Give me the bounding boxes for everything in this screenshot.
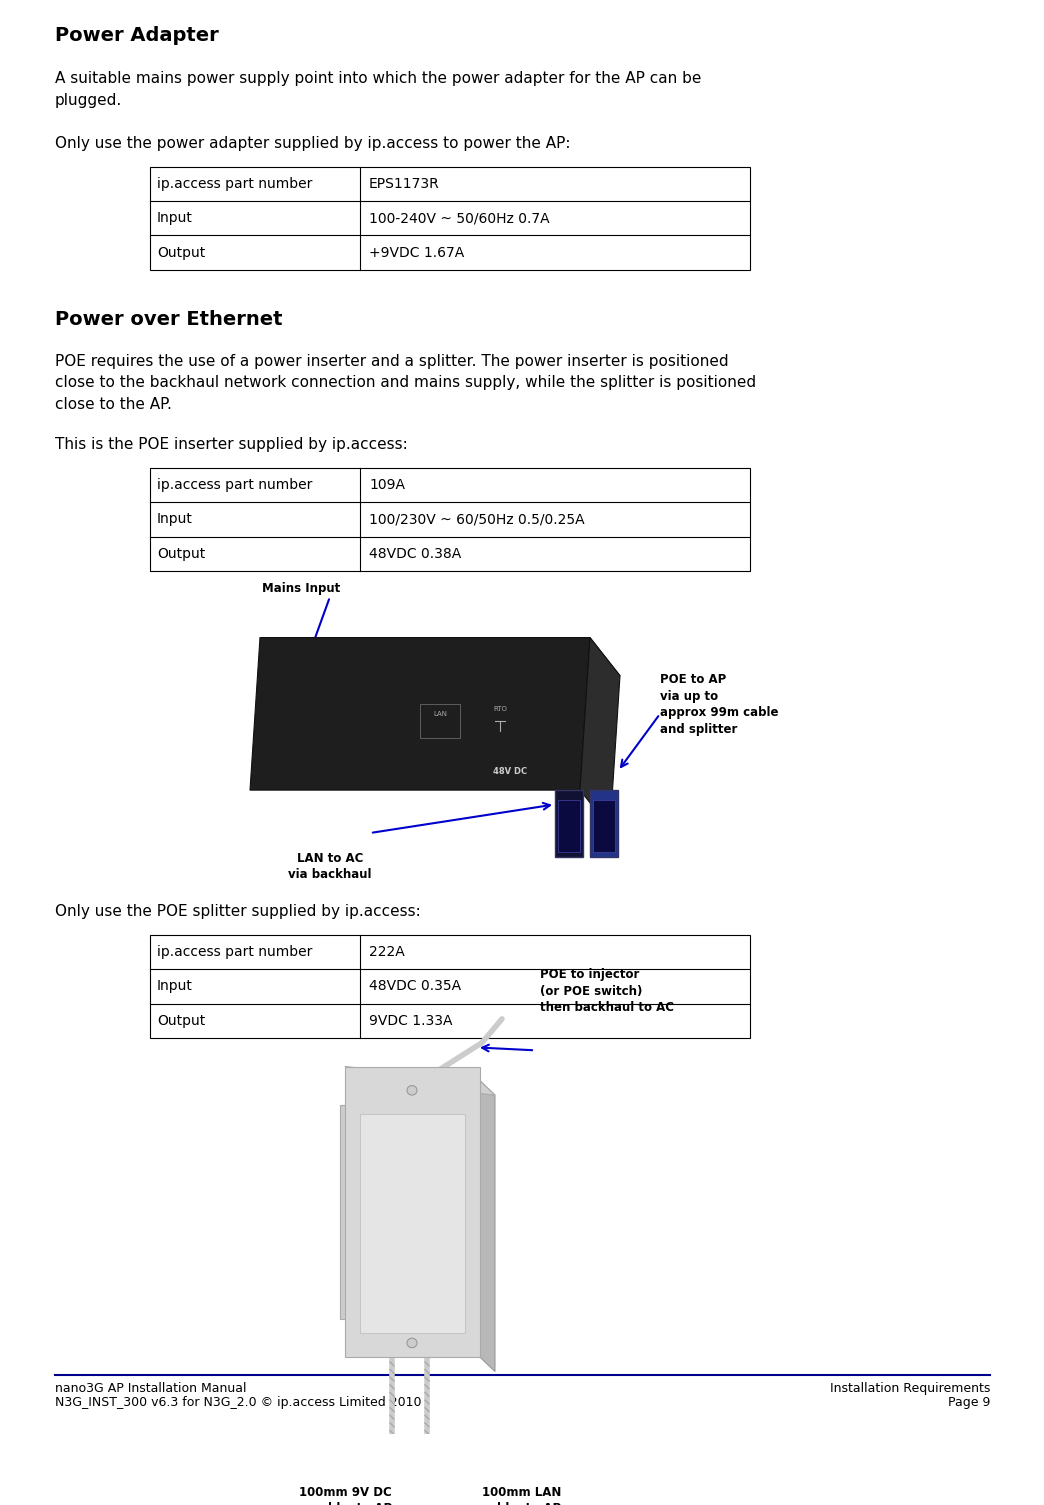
Text: POE to AP
via up to
approx 99m cable
and splitter: POE to AP via up to approx 99m cable and… [660,673,779,736]
Bar [555,790,583,856]
Text: Output: Output [157,245,206,259]
Text: 9VDC 1.33A: 9VDC 1.33A [369,1014,452,1028]
Text: Input: Input [157,980,193,993]
Text: Output: Output [157,1014,206,1028]
Text: nano3G AP Installation Manual: nano3G AP Installation Manual [55,1382,246,1395]
Text: LAN: LAN [433,710,447,716]
Bar [150,167,750,269]
Text: ip.access part number: ip.access part number [157,178,312,191]
Text: Power Adapter: Power Adapter [55,26,219,45]
Bar [345,1067,480,1358]
Text: Power over Ethernet: Power over Ethernet [55,310,283,328]
Text: A suitable mains power supply point into which the power adapter for the AP can : A suitable mains power supply point into… [55,71,702,108]
Bar [557,799,580,852]
Bar [150,468,750,570]
Polygon shape [480,1081,495,1371]
Polygon shape [260,638,620,676]
Text: 48V DC: 48V DC [493,766,527,775]
Text: This is the POE inserter supplied by ip.access:: This is the POE inserter supplied by ip.… [55,438,408,453]
Text: ip.access part number: ip.access part number [157,945,312,959]
Polygon shape [345,1067,495,1096]
Text: Only use the POE splitter supplied by ip.access:: Only use the POE splitter supplied by ip… [55,905,421,920]
Text: 100mm LAN
cable  to AP: 100mm LAN cable to AP [482,1485,562,1505]
Text: 48VDC 0.38A: 48VDC 0.38A [369,546,461,561]
Text: N3G_INST_300 v6.3 for N3G_2.0 © ip.access Limited 2010: N3G_INST_300 v6.3 for N3G_2.0 © ip.acces… [55,1397,422,1409]
Text: 222A: 222A [369,945,405,959]
Text: RTO: RTO [493,706,507,712]
Text: POE to injector
(or POE switch)
then backhaul to AC: POE to injector (or POE switch) then bac… [540,968,674,1014]
Bar [593,799,615,852]
Text: Input: Input [157,512,193,527]
Text: 100/230V ~ 60/50Hz 0.5/0.25A: 100/230V ~ 60/50Hz 0.5/0.25A [369,512,585,527]
Text: Installation Requirements: Installation Requirements [830,1382,990,1395]
Ellipse shape [407,1085,417,1096]
Bar [590,790,618,856]
Ellipse shape [407,1338,417,1347]
Text: POE requires the use of a power inserter and a splitter. The power inserter is p: POE requires the use of a power inserter… [55,354,756,412]
Text: Input: Input [157,211,193,226]
Text: Output: Output [157,546,206,561]
Text: LAN to AC
via backhaul: LAN to AC via backhaul [288,852,372,880]
Polygon shape [580,638,620,828]
Bar [150,935,750,1038]
Text: Only use the power adapter supplied by ip.access to power the AP:: Only use the power adapter supplied by i… [55,137,570,152]
Text: EPS1173R: EPS1173R [369,178,440,191]
Bar [420,704,460,737]
Text: +9VDC 1.67A: +9VDC 1.67A [369,245,465,259]
Text: ip.access part number: ip.access part number [157,479,312,492]
Polygon shape [340,1105,350,1318]
Text: 48VDC 0.35A: 48VDC 0.35A [369,980,461,993]
Text: Page 9: Page 9 [948,1397,990,1409]
Text: 109A: 109A [369,479,405,492]
Text: Mains Input: Mains Input [262,582,340,594]
Text: 100-240V ~ 50/60Hz 0.7A: 100-240V ~ 50/60Hz 0.7A [369,211,549,226]
Polygon shape [250,638,590,790]
Text: 100mm 9V DC
cable  to AP: 100mm 9V DC cable to AP [300,1485,392,1505]
Bar [360,1114,465,1333]
